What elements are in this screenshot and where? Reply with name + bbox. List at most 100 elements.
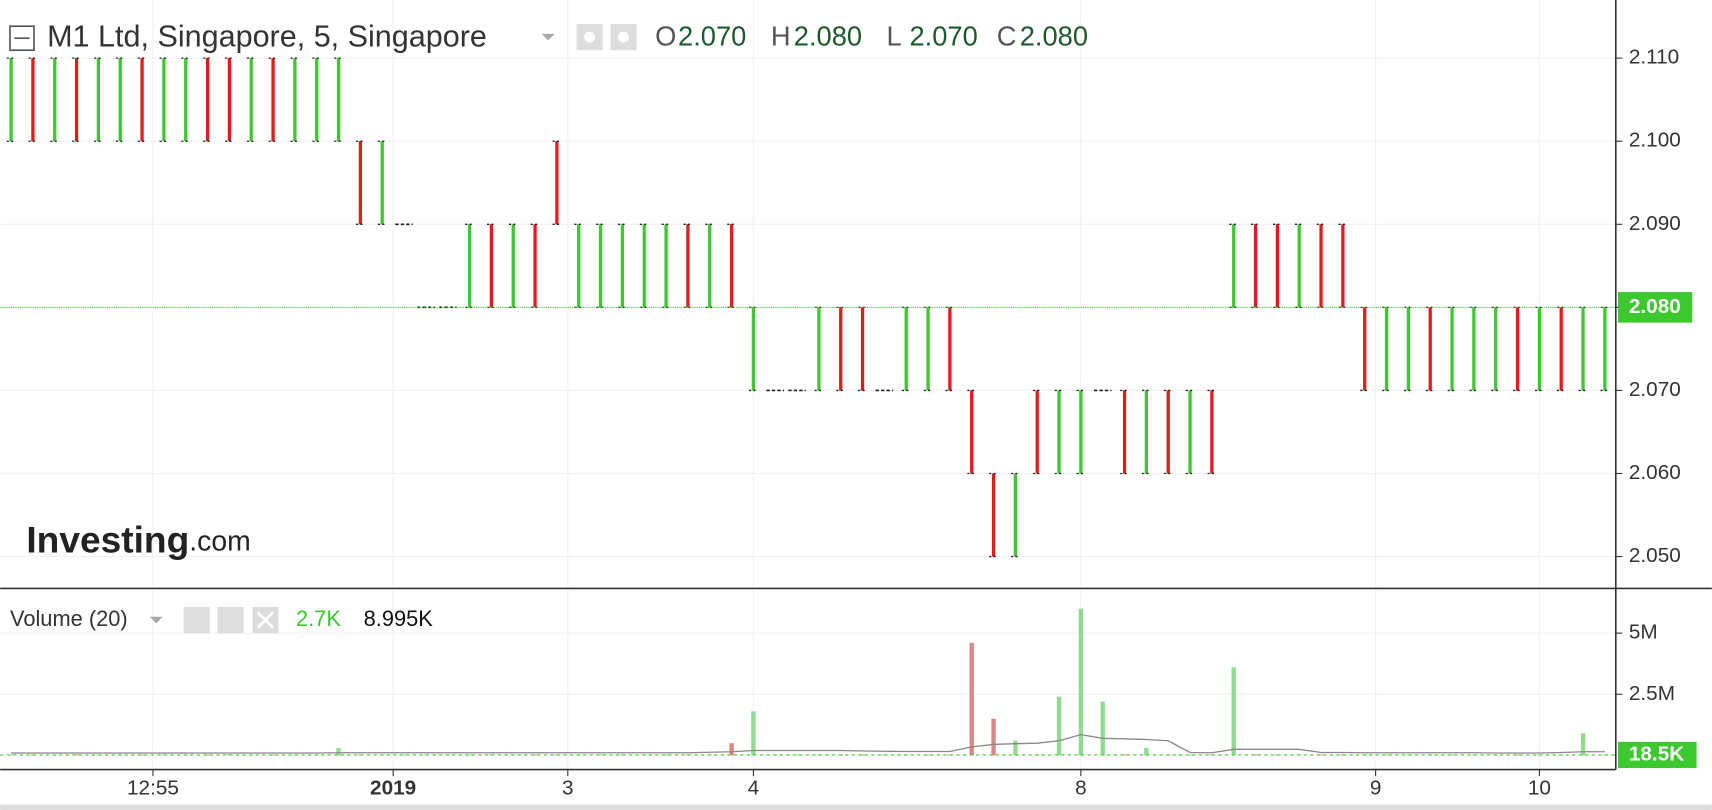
candle-body — [227, 58, 232, 142]
candle-body — [1275, 224, 1280, 308]
volume-legend-value: 2.7K — [296, 606, 341, 631]
candle-body — [948, 307, 952, 391]
volume-bar — [467, 754, 472, 756]
candle-body — [31, 58, 35, 142]
candle-body — [184, 58, 188, 142]
candle-body — [1232, 224, 1236, 308]
candle-body — [336, 58, 341, 142]
last-price-label: 2.080 — [1629, 295, 1681, 318]
candle-body — [904, 307, 908, 391]
volume-bar — [794, 754, 800, 756]
legend-header: M1 Ltd, Singapore, 5, Singapore — [9, 19, 637, 53]
chart-title: M1 Ltd, Singapore, 5, Singapore — [47, 19, 487, 53]
candle-body — [708, 224, 712, 308]
candle-body — [1057, 390, 1061, 474]
y-tick-label: 2.110 — [1629, 46, 1679, 69]
candle-body — [577, 224, 581, 308]
volume-bar — [1253, 754, 1258, 756]
candle-body — [271, 58, 275, 142]
volume-bar — [969, 642, 974, 756]
candle-body — [249, 58, 253, 142]
candle-body — [358, 141, 363, 225]
volume-bar — [554, 754, 560, 756]
candle-body — [1494, 307, 1498, 391]
ohlc-name: O — [655, 20, 676, 51]
candle-body — [642, 224, 646, 308]
watermark-main: Investing — [26, 518, 189, 560]
ohlc-name: C — [997, 20, 1017, 51]
candle-body — [1319, 224, 1323, 308]
y-tick-label: 2.5M — [1629, 682, 1675, 705]
dropdown-icon[interactable] — [149, 616, 163, 624]
watermark-suffix: .com — [189, 525, 251, 557]
x-tick-label: 4 — [748, 777, 760, 800]
candle-body — [839, 307, 843, 391]
candle-body — [1035, 390, 1039, 474]
candle-body — [1450, 307, 1454, 391]
volume-bar — [1187, 754, 1193, 756]
y-tick-label: 2.100 — [1629, 129, 1681, 152]
candle-body — [205, 58, 210, 142]
volume-bar — [925, 754, 931, 756]
candle-body — [293, 58, 297, 142]
candle-body — [96, 58, 101, 142]
candle-body — [1537, 307, 1542, 391]
visibility-icon[interactable] — [183, 606, 210, 634]
candle-body — [533, 224, 537, 308]
candle-body — [598, 224, 603, 308]
candle-body — [1363, 307, 1367, 391]
dropdown-icon[interactable] — [541, 33, 555, 41]
volume-bar — [270, 754, 276, 756]
volume-title: Volume (20) — [10, 606, 128, 631]
candle-body — [1515, 307, 1520, 391]
volume-header: Volume (20) — [10, 606, 279, 634]
x-tick-label: 2019 — [370, 777, 416, 800]
candle-body — [1559, 307, 1563, 391]
y-tick-label: 2.090 — [1629, 212, 1681, 235]
volume-bar — [1144, 748, 1149, 756]
volume-bar — [8, 754, 14, 756]
volume-bar — [860, 754, 865, 756]
marks — [0, 57, 1616, 756]
candle-body — [686, 224, 690, 308]
settings-icon[interactable] — [217, 606, 244, 634]
x-tick-label: 9 — [1370, 777, 1382, 800]
candle-body — [53, 58, 57, 142]
candle-body — [1166, 390, 1170, 474]
candle-body — [1406, 307, 1411, 391]
last-price-marker — [1617, 292, 1693, 323]
candle-body — [1013, 473, 1018, 557]
volume-bar — [1384, 754, 1389, 756]
candle-body — [1210, 390, 1214, 474]
volume-bar — [1100, 701, 1105, 756]
volume-bar — [205, 754, 210, 756]
volume-bar — [991, 718, 996, 756]
candle-body — [1144, 390, 1149, 474]
volume-bar — [1515, 754, 1520, 756]
candle-body — [555, 141, 559, 225]
candle-body — [729, 224, 734, 308]
collapse-icon[interactable] — [9, 25, 35, 52]
candle-body — [1341, 224, 1345, 308]
volume-bar — [598, 754, 603, 756]
y-tick-label: 5M — [1629, 621, 1658, 644]
candle-body — [1581, 307, 1585, 391]
last-value-label: 18.5K — [1629, 742, 1684, 765]
volume-bar — [1078, 608, 1084, 756]
volume-bar — [663, 754, 669, 756]
candle-body — [991, 473, 996, 557]
candle-body — [380, 141, 384, 225]
candle-body — [751, 307, 756, 391]
volume-bar — [139, 754, 145, 756]
candle-body — [9, 58, 13, 142]
candle-body — [926, 307, 930, 391]
ohlc-value: 2.070 — [678, 20, 746, 51]
x-tick-label: 10 — [1528, 777, 1551, 800]
candle-body — [1079, 390, 1083, 474]
volume-bar — [1013, 740, 1018, 756]
remove-icon-cross — [256, 611, 275, 629]
ohlc-name: L — [887, 20, 902, 51]
volume-bar — [1318, 754, 1324, 756]
